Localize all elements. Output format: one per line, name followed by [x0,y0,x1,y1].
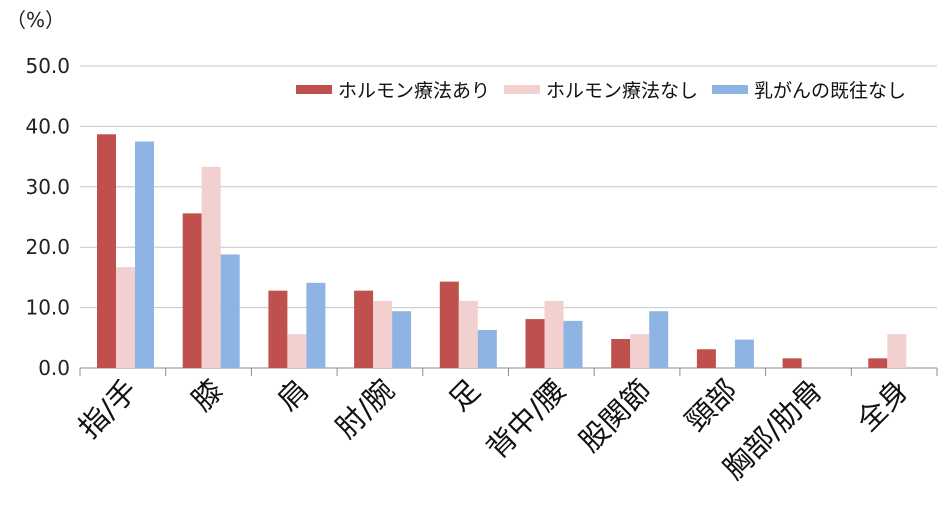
y-tick-label: 50.0 [25,54,70,78]
y-unit-label: （%） [6,8,66,32]
x-tick-label: 背中/腰 [480,373,572,465]
bar [525,319,545,368]
legend-swatch-hormone-yes [296,85,332,94]
bar [97,134,116,368]
bar [696,349,716,368]
bar [887,334,907,368]
legend-label-hormone-yes: ホルモン療法あり [338,80,491,102]
bar [201,166,221,368]
bar [439,281,459,368]
y-tick-label: 30.0 [25,175,70,199]
x-tick-label: 股関節 [572,373,658,459]
x-tick-label: 指/手 [72,373,144,445]
bar [630,334,650,368]
legend-item-hormone-no: ホルモン療法なし [504,76,698,103]
x-tick-label: 肘/腕 [329,373,401,445]
legend-swatch-hormone-no [504,85,541,94]
x-tick-label: 膝 [185,373,230,418]
legend-swatch-no-history [712,85,749,94]
legend-item-hormone-yes: ホルモン療法あり [296,76,490,103]
bar [734,339,754,368]
bar [373,300,393,368]
bar [782,358,802,368]
bar [354,290,374,368]
x-tick-label: 頸部 [679,373,744,438]
bar [868,358,888,368]
bar [458,300,478,368]
bar [220,254,240,368]
x-tick-label: 足 [442,373,487,418]
bar [116,267,135,368]
bar [544,300,564,368]
bar [477,329,497,368]
bar [182,213,202,368]
legend: ホルモン療法あり ホルモン療法なし 乳がんの既往なし [296,76,920,103]
y-tick-label: 20.0 [25,235,70,259]
bar [135,141,154,368]
y-tick-label: 0.0 [38,356,70,380]
bar [649,311,669,368]
legend-label-hormone-no: ホルモン療法なし [546,80,699,102]
bar [392,311,412,368]
y-tick-label: 40.0 [25,114,70,138]
bar [611,339,631,368]
legend-item-no-history: 乳がんの既往なし [712,76,906,103]
bar [268,290,288,368]
y-tick-label: 10.0 [25,296,70,320]
x-tick-label: 肩 [271,373,316,418]
legend-label-no-history: 乳がんの既往なし [754,80,907,102]
bar [306,282,326,368]
x-tick-label: 全身 [850,373,915,438]
bar [287,334,307,368]
bar [563,320,583,368]
